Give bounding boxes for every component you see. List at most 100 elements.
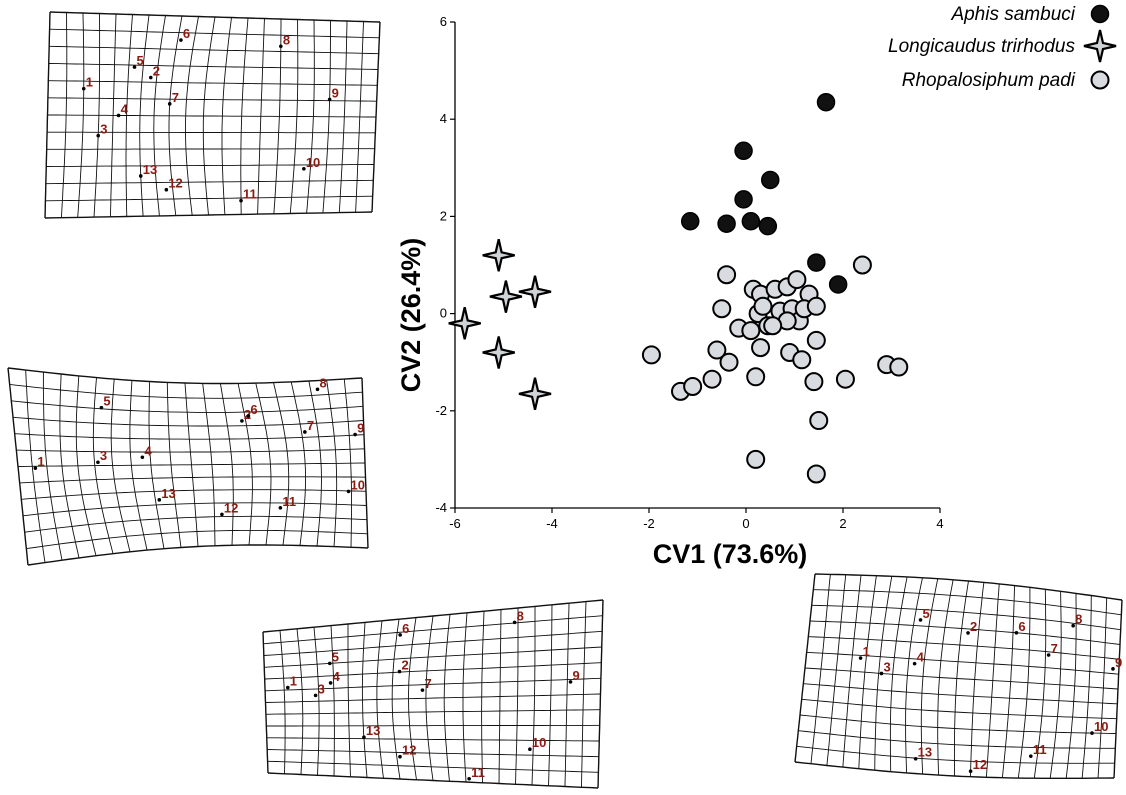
landmark-point bbox=[278, 506, 283, 510]
landmark-point bbox=[1046, 653, 1051, 657]
data-point bbox=[719, 352, 739, 372]
data-point bbox=[763, 316, 783, 336]
grid-column-line bbox=[25, 370, 46, 563]
data-point bbox=[792, 350, 812, 370]
grid-column-line bbox=[289, 19, 299, 214]
plot-axes bbox=[454, 22, 940, 509]
data-point bbox=[482, 239, 515, 272]
landmark-label: 3 bbox=[100, 448, 107, 463]
data-point bbox=[641, 345, 661, 365]
landmark-point bbox=[240, 419, 244, 423]
grid-column-line bbox=[970, 582, 985, 777]
x-axis-title: CV1 (73.6%) bbox=[653, 539, 808, 569]
grid-column-line bbox=[425, 615, 434, 781]
grid-column-line bbox=[1001, 585, 1015, 778]
data-point bbox=[734, 141, 753, 161]
landmark-point bbox=[353, 432, 357, 437]
grid-column-line bbox=[1065, 593, 1077, 779]
grid-row-line bbox=[46, 164, 375, 167]
landmark-label: 4 bbox=[333, 669, 341, 684]
grid-column-line bbox=[308, 380, 322, 547]
landmark-label: 2 bbox=[970, 619, 977, 634]
y-tick-labels: -4 -2 0 2 4 6 bbox=[435, 14, 455, 515]
legend-label: Rhopalosiphum padi bbox=[902, 70, 1076, 91]
data-point bbox=[806, 464, 826, 484]
grid-row-line bbox=[45, 179, 374, 185]
grid-column-line bbox=[343, 379, 352, 548]
landmark-label: 3 bbox=[883, 659, 890, 674]
grid-column-line bbox=[905, 577, 923, 773]
landmark-point bbox=[912, 661, 917, 666]
landmark-label: 9 bbox=[1115, 655, 1122, 670]
grid-column-line bbox=[531, 606, 536, 786]
grid-column-line bbox=[794, 573, 816, 763]
grid-column-line bbox=[240, 17, 249, 215]
grid-row-line bbox=[265, 677, 601, 692]
landmark-label: 7 bbox=[424, 676, 431, 691]
grid-column-line bbox=[93, 13, 101, 218]
landmark-point bbox=[99, 405, 104, 410]
landmark-label: 1 bbox=[290, 674, 297, 689]
landmark-label: 13 bbox=[918, 745, 932, 760]
grid-row-line bbox=[49, 45, 379, 55]
landmark-label: 5 bbox=[136, 53, 143, 68]
grid-column-line bbox=[92, 377, 114, 554]
grid-column-line bbox=[257, 18, 265, 215]
grid-column-line bbox=[237, 383, 253, 546]
series-filled-circle bbox=[680, 92, 848, 294]
data-point bbox=[482, 336, 515, 369]
x-tick-label: 0 bbox=[742, 516, 749, 531]
grid-column-line bbox=[202, 16, 216, 216]
grid-column-line bbox=[44, 11, 51, 219]
landmark-point bbox=[398, 633, 402, 637]
grid-column-line bbox=[290, 381, 306, 546]
landmark-label: 8 bbox=[1075, 612, 1082, 627]
grid-column-line bbox=[1097, 597, 1108, 779]
grid-column-line bbox=[185, 16, 199, 216]
grid-column-line bbox=[42, 372, 63, 561]
landmark-label: 1 bbox=[86, 75, 93, 90]
legend-label: Longicaudus trirhodus bbox=[888, 36, 1075, 57]
grid-column-line bbox=[376, 620, 384, 779]
landmark-label: 12 bbox=[973, 757, 987, 772]
grid-column-line bbox=[1017, 587, 1031, 779]
data-point bbox=[712, 299, 732, 319]
grid-row-line bbox=[47, 97, 377, 102]
landmark-point bbox=[362, 735, 366, 739]
landmark-label: 12 bbox=[168, 176, 182, 191]
landmark-point bbox=[239, 198, 243, 203]
grid-row-line bbox=[49, 28, 380, 39]
grid-column-line bbox=[296, 628, 304, 775]
landmark-point bbox=[512, 620, 517, 625]
grid-column-line bbox=[110, 379, 131, 552]
landmark-point bbox=[179, 38, 183, 42]
grid-column-line bbox=[279, 630, 286, 774]
grid-column-line bbox=[515, 608, 519, 785]
landmark-point bbox=[313, 693, 318, 698]
landmark-point bbox=[1090, 731, 1094, 735]
landmark-label: 8 bbox=[517, 608, 524, 623]
grid-column-line bbox=[548, 604, 553, 786]
grid-column-line bbox=[858, 575, 877, 769]
data-point bbox=[702, 369, 722, 389]
grid-column-line bbox=[153, 15, 166, 216]
grid-column-line bbox=[184, 382, 199, 547]
data-point bbox=[804, 372, 824, 392]
landmark-label: 7 bbox=[1051, 641, 1058, 656]
grid-column-line bbox=[273, 382, 290, 546]
grid-row-line bbox=[48, 80, 378, 86]
legend-marker bbox=[1090, 70, 1110, 90]
landmark-point bbox=[328, 681, 333, 685]
x-tick-label: -2 bbox=[643, 516, 655, 531]
grid-column-line bbox=[255, 383, 272, 546]
landmark-point bbox=[918, 618, 923, 622]
landmark-label: 12 bbox=[224, 500, 238, 515]
grid-column-line bbox=[219, 383, 234, 546]
data-point bbox=[518, 275, 552, 308]
data-point bbox=[828, 275, 848, 294]
grid-column-line bbox=[1049, 591, 1062, 779]
grid-column-line bbox=[148, 381, 165, 549]
grid-column-line bbox=[408, 617, 417, 780]
grid-column-line bbox=[937, 579, 954, 776]
